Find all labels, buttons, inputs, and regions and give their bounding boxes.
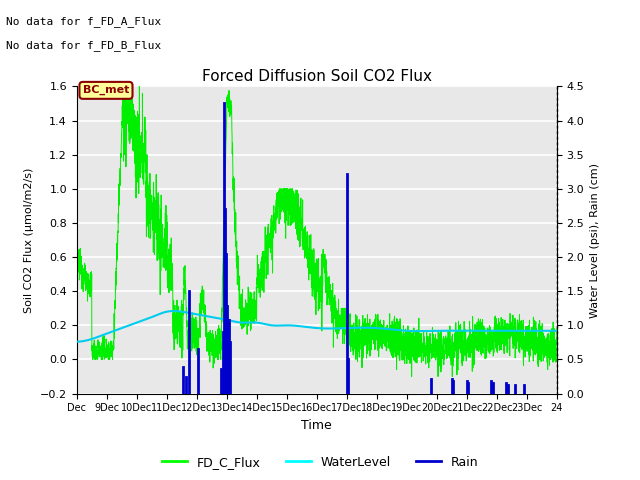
Y-axis label: Soil CO2 Flux (μmol/m2/s): Soil CO2 Flux (μmol/m2/s) xyxy=(24,168,35,312)
WaterLevel xyxy=(156,311,164,317)
WaterLevel xyxy=(73,339,81,345)
WaterLevel xyxy=(278,323,285,328)
X-axis label: Time: Time xyxy=(301,419,332,432)
FD_C_Flux xyxy=(128,85,136,91)
Y-axis label: Water Level (psi), Rain (cm): Water Level (psi), Rain (cm) xyxy=(590,163,600,317)
WaterLevel xyxy=(257,320,265,326)
FD_C_Flux xyxy=(278,199,285,204)
Text: No data for f_FD_A_Flux: No data for f_FD_A_Flux xyxy=(6,16,162,27)
Legend: FD_C_Flux, WaterLevel, Rain: FD_C_Flux, WaterLevel, Rain xyxy=(157,451,483,474)
WaterLevel xyxy=(492,328,500,334)
FD_C_Flux xyxy=(544,367,552,372)
FD_C_Flux xyxy=(156,292,164,298)
Title: Forced Diffusion Soil CO2 Flux: Forced Diffusion Soil CO2 Flux xyxy=(202,69,432,84)
Text: BC_met: BC_met xyxy=(83,85,129,96)
WaterLevel xyxy=(128,322,136,327)
FD_C_Flux xyxy=(553,325,561,331)
WaterLevel xyxy=(170,308,177,314)
FD_C_Flux xyxy=(73,256,81,262)
FD_C_Flux xyxy=(257,259,265,264)
FD_C_Flux xyxy=(408,373,415,379)
FD_C_Flux xyxy=(492,345,500,351)
Text: No data for f_FD_B_Flux: No data for f_FD_B_Flux xyxy=(6,40,162,51)
FD_C_Flux xyxy=(124,75,132,81)
Line: FD_C_Flux: FD_C_Flux xyxy=(77,78,557,376)
Line: WaterLevel: WaterLevel xyxy=(77,311,557,342)
WaterLevel xyxy=(543,328,551,334)
WaterLevel xyxy=(553,328,561,334)
